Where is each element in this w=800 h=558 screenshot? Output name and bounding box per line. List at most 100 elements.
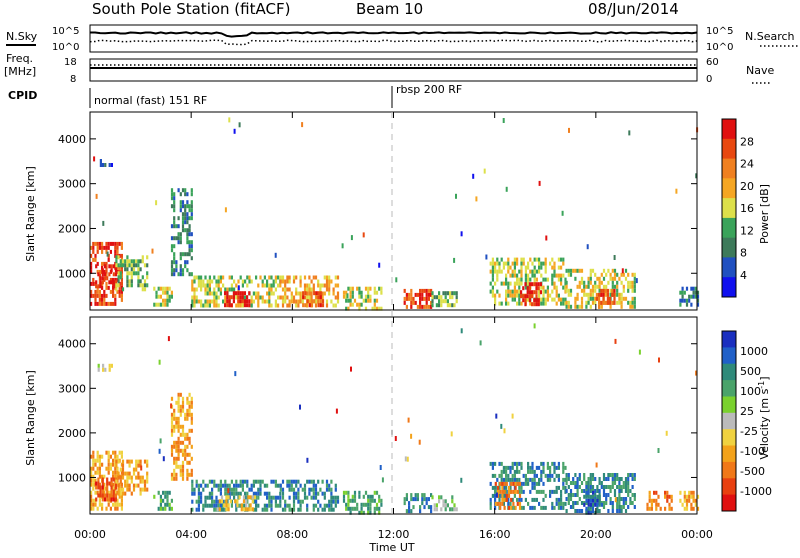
heatmap-cell — [491, 485, 494, 490]
heatmap-cell — [121, 475, 125, 480]
heatmap-cell — [606, 296, 609, 301]
heatmap-cell — [117, 255, 120, 260]
heatmap-cell — [228, 117, 231, 123]
heatmap-cell — [598, 498, 601, 503]
heatmap-cell — [598, 284, 601, 289]
heatmap-cell — [299, 299, 302, 304]
xtick-label: 20:00 — [580, 528, 612, 541]
xtick-label: 00:00 — [74, 528, 106, 541]
heatmap-cell — [503, 505, 506, 510]
heatmap-cell — [98, 289, 101, 294]
heatmap-cell — [412, 497, 415, 502]
heatmap-cell — [304, 303, 307, 308]
heatmap-cell — [186, 436, 189, 441]
heatmap-cell — [576, 489, 579, 493]
colorbar-tick-label: 8 — [740, 247, 747, 260]
heatmap-cell — [460, 328, 463, 334]
heatmap-cell — [246, 275, 249, 280]
heatmap-cell — [234, 371, 237, 377]
heatmap-cell — [364, 286, 368, 291]
heatmap-cell — [692, 498, 695, 503]
heatmap-cell — [544, 277, 547, 282]
heatmap-cell — [613, 493, 617, 497]
heatmap-cell — [430, 288, 433, 293]
heatmap-cell — [248, 487, 251, 492]
heatmap-cell — [268, 275, 271, 280]
colorbar-swatch — [722, 445, 736, 463]
heatmap-cell — [146, 275, 149, 280]
heatmap-cell — [560, 273, 563, 278]
heatmap-cell — [538, 489, 541, 494]
heatmap-cell — [200, 279, 203, 284]
heatmap-cell — [501, 481, 504, 486]
heatmap-cell — [360, 302, 363, 307]
heatmap-cell — [130, 459, 133, 464]
freq-tick-bottom: 8 — [70, 74, 76, 85]
heatmap-cell — [560, 301, 563, 306]
heatmap-cell — [589, 288, 592, 293]
heatmap-cell — [92, 478, 95, 483]
heatmap-cell — [511, 261, 514, 266]
heatmap-cell — [94, 241, 97, 246]
heatmap-cell — [542, 465, 545, 470]
heatmap-cell — [505, 297, 508, 302]
heatmap-cell — [505, 497, 508, 502]
heatmap-cell — [114, 293, 117, 298]
heatmap-cell — [92, 281, 95, 286]
heatmap-cell — [308, 299, 311, 304]
heatmap-cell — [193, 291, 196, 296]
heatmap-cell — [159, 294, 162, 299]
heatmap-cell — [353, 498, 357, 503]
heatmap-cell — [427, 292, 430, 297]
heatmap-cell — [92, 245, 95, 250]
heatmap-cell — [204, 287, 207, 292]
heatmap-cell — [92, 498, 95, 503]
heatmap-cell — [553, 297, 556, 302]
heatmap-cell — [549, 477, 552, 482]
heatmap-cell — [502, 477, 505, 482]
heatmap-cell — [128, 483, 131, 488]
heatmap-cell — [403, 300, 406, 305]
heatmap-cell — [255, 291, 258, 296]
heatmap-cell — [159, 502, 162, 507]
heatmap-cell — [170, 444, 174, 449]
heatmap-cell — [170, 236, 174, 241]
heatmap-cell — [583, 284, 586, 289]
heatmap-cell — [188, 436, 191, 441]
heatmap-cell — [94, 478, 97, 483]
heatmap-cell — [222, 299, 225, 304]
heatmap-cell — [297, 487, 300, 492]
heatmap-cell — [589, 304, 592, 309]
heatmap-cell — [410, 292, 413, 297]
heatmap-cell — [222, 283, 225, 288]
heatmap-cell — [664, 494, 667, 499]
heatmap-cell — [188, 224, 191, 229]
heatmap-cell — [419, 288, 422, 293]
heatmap-cell — [585, 304, 588, 309]
colorbar-tick-label: 16 — [740, 202, 754, 215]
heatmap-cell — [130, 283, 133, 288]
heatmap-cell — [216, 507, 219, 512]
heatmap-cell — [277, 483, 280, 488]
colorbar-swatch — [722, 347, 736, 365]
heatmap-cell — [501, 497, 504, 502]
heatmap-cell — [235, 507, 238, 512]
heatmap-cell — [648, 506, 651, 511]
heatmap-cell — [369, 298, 372, 303]
heatmap-cell — [126, 259, 129, 264]
heatmap-cell — [101, 280, 104, 285]
heatmap-cell — [494, 297, 497, 302]
colorbar-tick-label: 24 — [740, 158, 754, 171]
heatmap-cell — [431, 495, 434, 500]
heatmap-cell — [498, 493, 501, 498]
heatmap-cell — [281, 299, 285, 304]
heatmap-cell — [648, 490, 651, 495]
heatmap-cell — [181, 440, 185, 445]
heatmap-cell — [572, 493, 575, 497]
heatmap-cell — [281, 295, 285, 300]
heatmap-cell — [319, 295, 322, 300]
heatmap-cell — [607, 485, 610, 489]
heatmap-cell — [587, 292, 590, 297]
heatmap-cell — [257, 283, 260, 288]
heatmap-cell — [496, 493, 500, 498]
